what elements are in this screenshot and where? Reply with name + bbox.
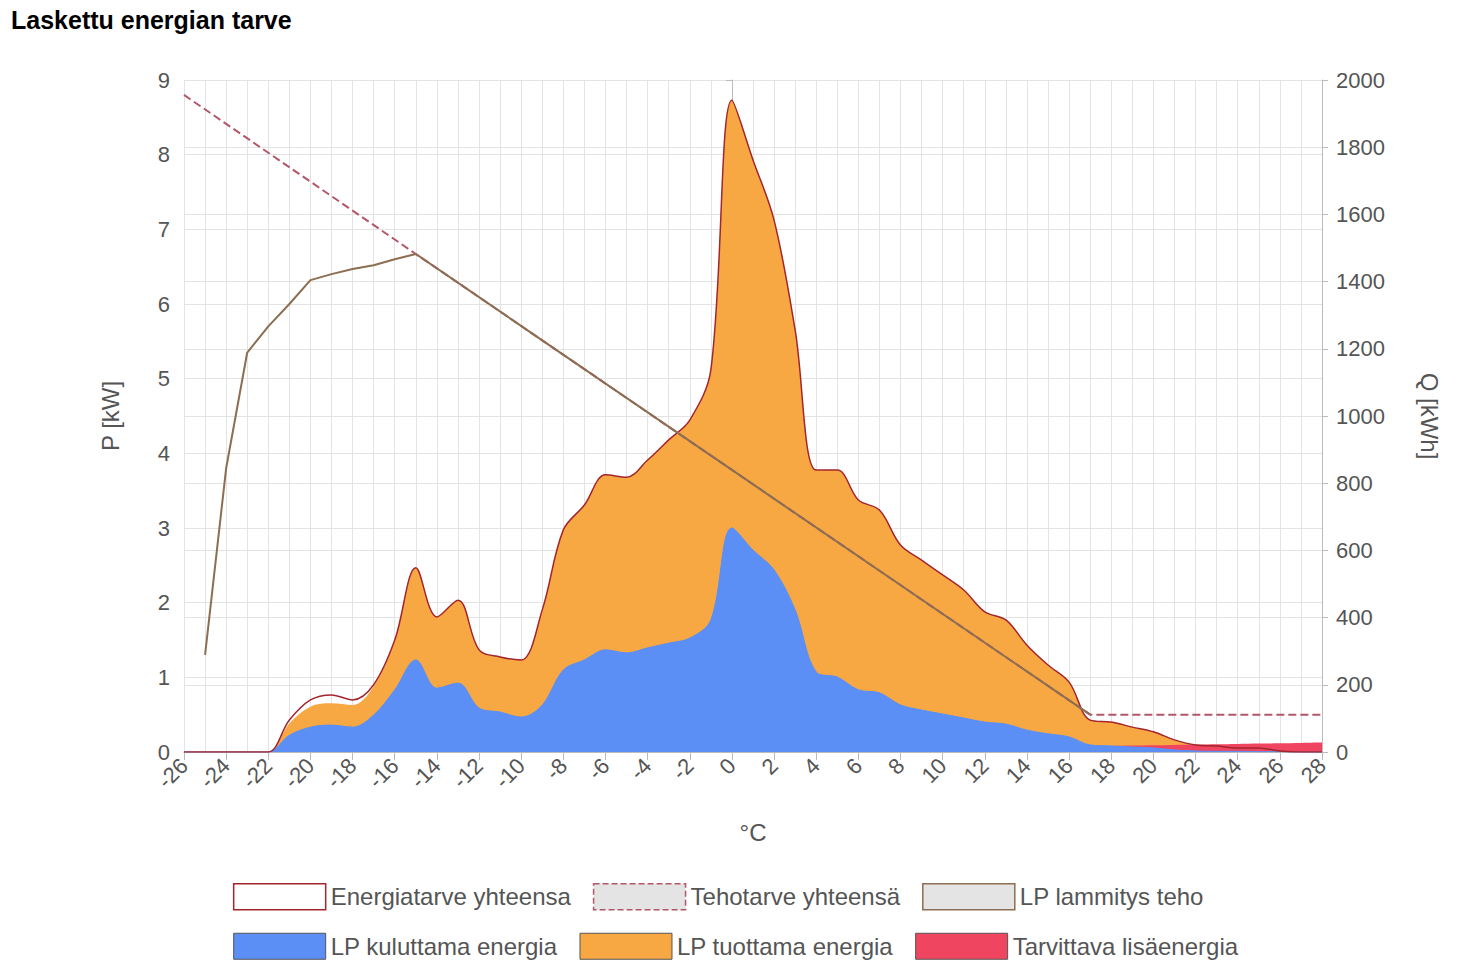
svg-text:6: 6 — [841, 753, 867, 779]
svg-text:9: 9 — [158, 68, 170, 93]
svg-text:1800: 1800 — [1336, 135, 1385, 160]
svg-text:-12: -12 — [448, 753, 488, 793]
svg-text:28: 28 — [1296, 753, 1331, 788]
svg-text:Q [kWh]: Q [kWh] — [1416, 373, 1443, 460]
svg-text:8: 8 — [158, 142, 170, 167]
svg-text:-24: -24 — [195, 753, 235, 793]
svg-text:6: 6 — [158, 292, 170, 317]
svg-text:1200: 1200 — [1336, 336, 1385, 361]
svg-text:-22: -22 — [237, 753, 277, 793]
svg-text:3: 3 — [158, 516, 170, 541]
svg-text:0: 0 — [157, 739, 170, 765]
svg-text:800: 800 — [1336, 471, 1373, 496]
svg-text:Laskettu energian tarve: Laskettu energian tarve — [11, 6, 292, 34]
svg-text:-18: -18 — [321, 753, 361, 793]
svg-text:-20: -20 — [279, 753, 319, 793]
svg-text:-16: -16 — [363, 753, 403, 793]
svg-text:2: 2 — [158, 590, 170, 615]
svg-text:°C: °C — [740, 819, 767, 846]
svg-text:18: 18 — [1085, 753, 1120, 788]
svg-text:0: 0 — [1336, 740, 1348, 765]
svg-text:-6: -6 — [583, 753, 615, 785]
svg-text:Tarvittava lisäenergia: Tarvittava lisäenergia — [1013, 933, 1239, 960]
svg-text:400: 400 — [1336, 605, 1373, 630]
svg-text:0: 0 — [714, 753, 740, 779]
svg-text:Energiatarve yhteensa: Energiatarve yhteensa — [331, 883, 572, 910]
svg-text:10: 10 — [917, 753, 952, 788]
svg-text:1400: 1400 — [1336, 269, 1385, 294]
svg-text:4: 4 — [799, 753, 825, 779]
svg-text:-8: -8 — [541, 753, 573, 785]
svg-text:5: 5 — [158, 366, 170, 391]
svg-text:LP lammitys teho: LP lammitys teho — [1020, 883, 1204, 910]
svg-text:LP kuluttama energia: LP kuluttama energia — [331, 933, 558, 960]
svg-text:2000: 2000 — [1336, 68, 1385, 93]
svg-text:-14: -14 — [406, 753, 446, 793]
svg-text:LP tuottama energia: LP tuottama energia — [677, 933, 893, 960]
svg-text:14: 14 — [1001, 753, 1036, 788]
svg-text:-26: -26 — [153, 753, 193, 793]
svg-text:600: 600 — [1336, 538, 1373, 563]
svg-text:200: 200 — [1336, 672, 1373, 697]
svg-text:2: 2 — [757, 753, 783, 779]
svg-text:4: 4 — [158, 441, 170, 466]
svg-text:24: 24 — [1212, 753, 1247, 788]
svg-text:1: 1 — [158, 665, 170, 690]
svg-text:12: 12 — [959, 753, 994, 788]
svg-text:22: 22 — [1169, 753, 1204, 788]
svg-text:7: 7 — [158, 217, 170, 242]
svg-text:26: 26 — [1254, 753, 1289, 788]
svg-text:-2: -2 — [667, 753, 699, 785]
svg-text:20: 20 — [1127, 753, 1162, 788]
svg-text:Tehotarve yhteensä: Tehotarve yhteensä — [691, 883, 901, 910]
svg-text:-10: -10 — [490, 753, 530, 793]
svg-text:P [kW]: P [kW] — [97, 381, 124, 451]
svg-text:1000: 1000 — [1336, 404, 1385, 429]
svg-text:-4: -4 — [625, 753, 657, 785]
svg-text:1600: 1600 — [1336, 202, 1385, 227]
svg-text:16: 16 — [1043, 753, 1078, 788]
svg-text:8: 8 — [883, 753, 909, 779]
